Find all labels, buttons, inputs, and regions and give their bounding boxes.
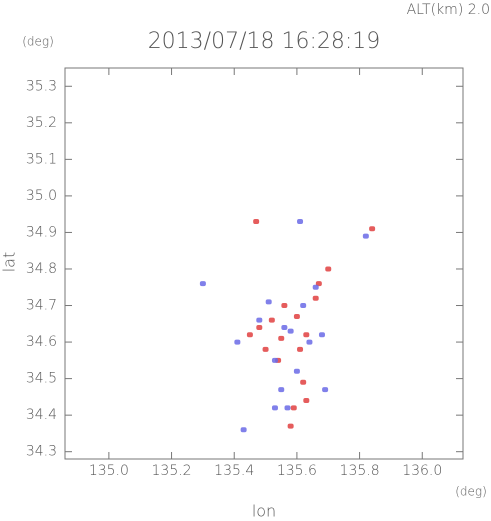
y-unit: (deg) <box>22 35 54 49</box>
plot-frame <box>64 67 464 460</box>
chart-title: 2013/07/18 16:28:19 <box>148 29 381 54</box>
echo-point <box>303 332 310 338</box>
x-unit: (deg) <box>455 485 487 499</box>
echo-point <box>312 295 319 301</box>
x-tick-label: 135.8 <box>340 463 380 479</box>
echo-point <box>303 398 310 404</box>
echo-point <box>256 317 263 323</box>
altitude-label: ALT(km) 2.0 <box>407 2 490 18</box>
echo-point <box>268 317 275 323</box>
echo-point <box>322 387 329 393</box>
echo-point <box>246 332 253 338</box>
echo-point <box>271 405 278 411</box>
echo-point <box>278 387 285 393</box>
echo-point <box>271 357 278 363</box>
echo-point <box>297 346 304 352</box>
y-tick-label: 34.8 <box>26 261 57 277</box>
echo-point <box>199 281 206 287</box>
y-axis-title: lat <box>0 252 19 273</box>
x-axis-title: lon <box>252 502 276 521</box>
y-tick-label: 34.3 <box>26 444 57 460</box>
echo-point <box>325 266 332 272</box>
echo-point <box>234 339 241 345</box>
echo-point <box>318 332 325 338</box>
y-tick-label: 35.3 <box>26 78 57 94</box>
echo-point <box>287 328 294 334</box>
x-tick-label: 135.4 <box>214 463 254 479</box>
x-tick-label: 136.0 <box>402 463 442 479</box>
echo-point <box>290 405 297 411</box>
y-tick-label: 34.9 <box>26 224 57 240</box>
echo-point <box>293 313 300 319</box>
echo-point <box>284 405 291 411</box>
echo-point <box>281 303 288 309</box>
echo-point <box>287 423 294 429</box>
echo-point <box>262 346 269 352</box>
y-tick-label: 34.7 <box>26 298 57 314</box>
y-tick-label: 35.0 <box>26 188 57 204</box>
echo-point <box>297 218 304 224</box>
echo-point <box>256 324 263 330</box>
y-tick-label: 34.5 <box>26 371 57 387</box>
echo-point <box>281 324 288 330</box>
echo-point <box>312 284 319 290</box>
y-tick-label: 34.4 <box>26 407 57 423</box>
echo-point <box>293 368 300 374</box>
y-tick-label: 35.1 <box>26 151 57 167</box>
echo-point <box>300 303 307 309</box>
echo-point <box>369 226 376 232</box>
echo-point <box>253 218 260 224</box>
echo-point <box>278 335 285 341</box>
echo-point <box>315 281 322 287</box>
y-tick-label: 34.6 <box>26 334 57 350</box>
y-tick-label: 35.2 <box>26 115 57 131</box>
x-tick-label: 135.2 <box>152 463 192 479</box>
echo-point <box>362 233 369 239</box>
echo-point <box>240 427 247 433</box>
x-tick-label: 135.6 <box>277 463 317 479</box>
echo-point <box>265 299 272 305</box>
echo-point <box>300 379 307 385</box>
x-tick-label: 135.0 <box>89 463 129 479</box>
echo-point <box>306 339 313 345</box>
